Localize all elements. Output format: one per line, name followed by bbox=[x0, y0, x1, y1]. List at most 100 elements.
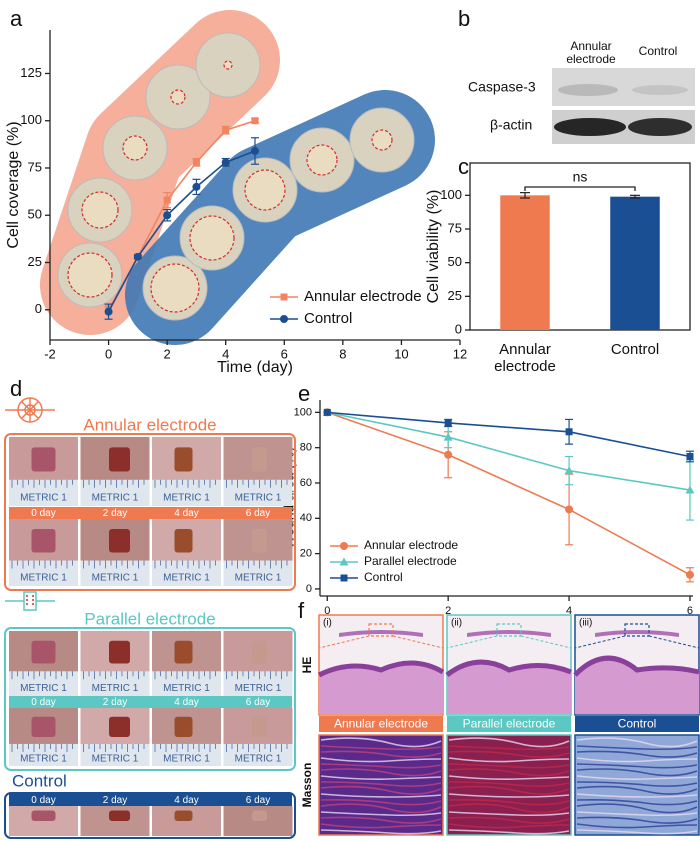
group-frame bbox=[4, 792, 296, 839]
fiber bbox=[448, 757, 570, 763]
x-tick-label: 0 bbox=[105, 346, 112, 361]
y-tick-label: 50 bbox=[28, 207, 42, 222]
wound bbox=[31, 447, 56, 472]
y-tick-label: 100 bbox=[20, 112, 42, 127]
marker bbox=[280, 293, 288, 301]
series-line bbox=[326, 411, 691, 576]
x-tick-label: 2 bbox=[445, 605, 451, 617]
marker bbox=[251, 146, 259, 155]
marker bbox=[222, 126, 230, 134]
ruler-label: METRIC 1 bbox=[92, 754, 139, 765]
panel-label: b bbox=[458, 6, 470, 31]
fiber bbox=[576, 775, 698, 780]
fiber bbox=[576, 785, 698, 795]
group-title: Parallel electrode bbox=[84, 609, 215, 628]
fiber bbox=[448, 768, 570, 777]
ruler bbox=[9, 479, 78, 506]
marker bbox=[565, 505, 574, 514]
ruler bbox=[223, 743, 293, 766]
ruler-label: METRIC 1 bbox=[92, 683, 139, 694]
column-label: Parallel electrode bbox=[463, 717, 556, 731]
wound bbox=[252, 529, 267, 553]
ruler-label: METRIC 1 bbox=[163, 573, 210, 584]
wound bbox=[252, 447, 267, 472]
fiber bbox=[576, 816, 698, 824]
ruler-label: METRIC 1 bbox=[92, 492, 139, 503]
blot-lane: Annular electrode bbox=[566, 39, 616, 67]
wound bbox=[252, 640, 267, 664]
wound bbox=[174, 716, 193, 737]
tissue-section bbox=[319, 662, 443, 714]
wound bbox=[174, 447, 193, 472]
panel-label: e bbox=[298, 381, 310, 406]
ruler bbox=[152, 560, 221, 586]
fiber bbox=[576, 799, 698, 806]
wound bbox=[174, 529, 193, 553]
x-tick-label: 0 bbox=[324, 605, 330, 617]
x-tick-label: 10 bbox=[394, 346, 408, 361]
fiber bbox=[320, 768, 442, 777]
fiber bbox=[448, 737, 570, 748]
zoom-box bbox=[496, 623, 522, 637]
ruler bbox=[152, 671, 221, 696]
legend-label: Control bbox=[364, 570, 403, 584]
column-index: (i) bbox=[323, 618, 332, 629]
blot-lane: Control bbox=[639, 44, 678, 58]
fiber bbox=[320, 745, 442, 751]
fiber bbox=[448, 816, 570, 824]
wound bbox=[174, 640, 193, 664]
blot-band bbox=[628, 118, 692, 136]
ruler-label: METRIC 1 bbox=[92, 573, 139, 584]
ruler bbox=[152, 743, 221, 766]
marker bbox=[192, 158, 200, 166]
legend-label: Annular electrode bbox=[364, 538, 458, 552]
label-strip bbox=[319, 716, 443, 732]
series-line bbox=[327, 411, 691, 458]
marker bbox=[221, 158, 230, 167]
fiber bbox=[448, 823, 570, 829]
tissue-overview bbox=[339, 630, 423, 637]
day-label: 6 day bbox=[246, 508, 270, 519]
column-index: (ii) bbox=[451, 618, 462, 629]
day-label: 4 day bbox=[174, 795, 198, 806]
y-tick-label: 125 bbox=[20, 65, 42, 80]
label-strip bbox=[447, 716, 571, 732]
ruler bbox=[80, 671, 150, 696]
day-label: 0 day bbox=[31, 697, 55, 708]
fiber bbox=[320, 811, 442, 817]
y-tick-label: 60 bbox=[300, 477, 312, 489]
fiber bbox=[320, 793, 442, 798]
series-line bbox=[107, 150, 256, 313]
panel-label: a bbox=[10, 6, 23, 31]
fiber bbox=[576, 750, 698, 758]
marker bbox=[323, 408, 331, 416]
day-label: 0 day bbox=[31, 508, 55, 519]
fiber bbox=[576, 793, 698, 798]
wound bbox=[31, 716, 56, 737]
ruler bbox=[223, 671, 293, 696]
marker bbox=[163, 211, 172, 220]
marker bbox=[564, 466, 574, 475]
x-tick-label: Control bbox=[610, 341, 660, 358]
tissue-section bbox=[447, 662, 571, 714]
y-tick-label: 25 bbox=[448, 288, 462, 303]
zoom-box bbox=[624, 623, 650, 637]
ruler bbox=[9, 560, 78, 586]
tissue-epidermis bbox=[445, 659, 572, 678]
plot-frame bbox=[469, 162, 691, 331]
ruler bbox=[80, 479, 150, 506]
fiber bbox=[576, 757, 698, 763]
y-tick-label: 25 bbox=[28, 254, 42, 269]
panel-label: d bbox=[10, 376, 22, 401]
y-tick-label: 40 bbox=[300, 512, 312, 524]
marker bbox=[340, 574, 348, 582]
column-label: Annular electrode bbox=[334, 717, 428, 731]
fiber bbox=[448, 829, 570, 835]
ruler-label: METRIC 1 bbox=[235, 683, 282, 694]
tissue-epidermis bbox=[573, 655, 700, 677]
legend-label: Annular electrode bbox=[304, 288, 422, 305]
x-tick-label: 6 bbox=[281, 346, 288, 361]
marker bbox=[443, 432, 453, 441]
blot-band bbox=[558, 84, 618, 96]
